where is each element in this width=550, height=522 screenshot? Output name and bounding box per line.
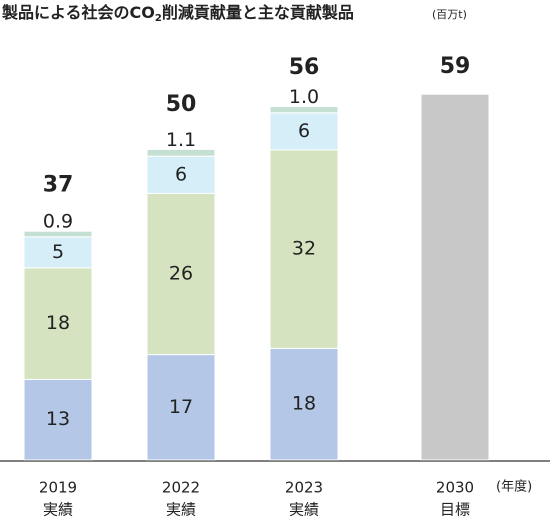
bar-segment <box>146 155 216 194</box>
bar-segment <box>23 267 93 380</box>
value-label: 1.1 <box>166 129 196 151</box>
x-tick-label: 2019 <box>39 479 77 497</box>
total-label: 37 <box>43 173 74 198</box>
bar-segment <box>146 148 216 157</box>
bar-segment <box>269 112 339 151</box>
x-tick-sublabel: 実績 <box>43 501 73 519</box>
bar-segment <box>269 149 339 349</box>
unit-label: (百万t) <box>432 8 467 21</box>
x-tick-label: 2022 <box>162 479 200 497</box>
value-label: 6 <box>175 163 187 185</box>
title-sub: 2 <box>155 13 162 24</box>
bar-segment <box>146 354 216 461</box>
value-label: 6 <box>298 120 310 142</box>
value-label: 32 <box>292 238 316 260</box>
x-tick-label: 2030 <box>436 479 474 497</box>
bar-segment <box>146 192 216 356</box>
x-tick-sublabel: 実績 <box>166 501 196 519</box>
title-part: 製品による社会のCO <box>1 3 155 22</box>
value-label: 17 <box>169 396 193 418</box>
title-part: 削減貢献量と主な貢献製品 <box>162 3 354 22</box>
bar-segment <box>23 378 93 461</box>
value-label: 5 <box>52 241 64 263</box>
bar-segment <box>269 106 339 114</box>
value-label: 26 <box>169 263 193 285</box>
value-label: 0.9 <box>43 211 73 233</box>
chart-title: 製品による社会のCO2削減貢献量と主な貢献製品 <box>1 3 354 25</box>
value-label: 18 <box>46 312 70 334</box>
x-tick-label: 2023 <box>285 479 323 497</box>
x-unit-label: (年度) <box>496 479 532 495</box>
bar-segment <box>420 93 490 461</box>
x-tick-sublabel: 実績 <box>289 501 319 519</box>
bar-segment <box>269 347 339 461</box>
bar-segment <box>23 230 93 238</box>
x-tick-sublabel: 目標 <box>440 501 470 519</box>
value-label: 13 <box>46 408 70 430</box>
total-label: 50 <box>166 92 197 117</box>
value-label: 1.0 <box>289 86 319 108</box>
value-label: 18 <box>292 393 316 415</box>
total-label: 59 <box>440 54 471 79</box>
total-label: 56 <box>289 55 320 80</box>
